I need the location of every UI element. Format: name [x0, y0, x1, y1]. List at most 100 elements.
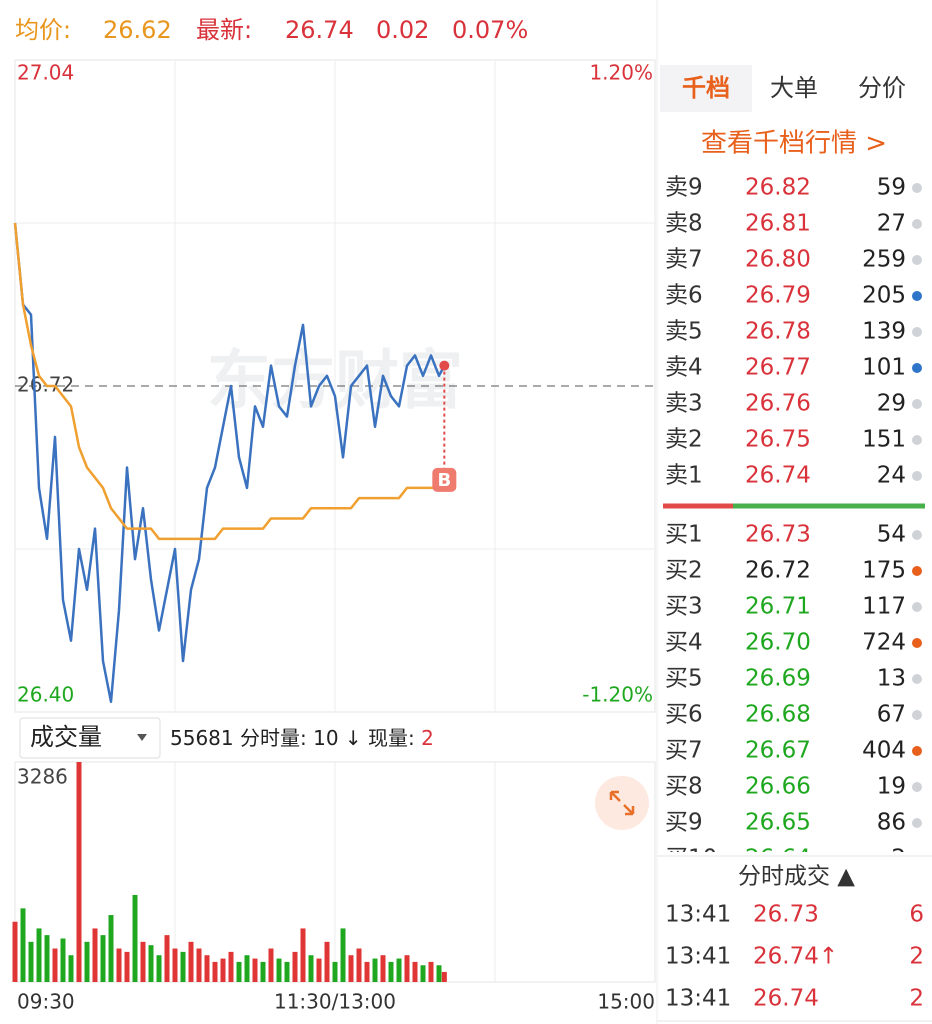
- volume-bar: [60, 938, 66, 982]
- book-label: 卖1: [665, 463, 703, 489]
- active-tab-bg: [660, 65, 752, 112]
- book-price: 26.66: [745, 774, 811, 800]
- avg-line: [13, 222, 445, 541]
- tab[interactable]: 大单: [770, 74, 818, 102]
- book-volume: 54: [877, 522, 906, 548]
- book-volume: 19: [877, 774, 906, 800]
- volume-toolbar: 成交量 55681 分时量: 10 ↓ 现量: 2: [19, 717, 434, 759]
- book-price: 26.75: [745, 427, 811, 453]
- trades-title[interactable]: 分时成交 ▲: [738, 864, 855, 890]
- volume-bar: [172, 948, 178, 982]
- volume-bar: [236, 961, 242, 982]
- book-price: 26.71: [745, 594, 811, 620]
- book-dot: [912, 399, 922, 409]
- book-dot: [912, 363, 922, 373]
- volume-bar: [52, 948, 58, 982]
- trade-time: 13:41: [665, 944, 731, 970]
- book-dot: [912, 327, 922, 337]
- volume-bar: [420, 965, 426, 982]
- volume-bar: [324, 941, 330, 982]
- book-dot: [912, 818, 922, 828]
- y2-tick-label: 1.20%: [589, 61, 653, 85]
- book-price: 26.69: [745, 666, 811, 692]
- book-dot: [912, 435, 922, 445]
- book-volume: 13: [877, 666, 906, 692]
- volume-bar: [140, 941, 146, 982]
- trade-price: 26.74↑: [753, 944, 838, 970]
- book-dot: [912, 674, 922, 684]
- book-price: 26.73: [745, 522, 811, 548]
- selector-label: 成交量: [30, 723, 102, 751]
- expand-button[interactable]: [595, 776, 649, 830]
- book-label: 买8: [665, 774, 703, 800]
- book-label: 买7: [665, 738, 703, 764]
- book-label: 卖3: [665, 391, 703, 417]
- header: 均价: 26.62 最新: 26.74 0.02 0.07%: [15, 16, 528, 44]
- volume-bar: [196, 948, 202, 982]
- volume-bar: [340, 928, 346, 982]
- volume-bar: [68, 955, 74, 982]
- book-volume: 205: [862, 283, 906, 309]
- book-dot: [912, 255, 922, 265]
- book-price: 26.70: [745, 630, 811, 656]
- volume-bar: [316, 958, 322, 982]
- current-label: 现量:: [368, 726, 415, 750]
- volume-bar: [108, 915, 114, 982]
- volume-bar: [188, 941, 194, 982]
- book-price: 26.74: [745, 463, 811, 489]
- book-label: 买5: [665, 666, 703, 692]
- depth-link[interactable]: 查看千档行情 >: [701, 129, 887, 159]
- book-label: 买6: [665, 702, 703, 728]
- volume-bar: [284, 961, 290, 982]
- volume-bar: [212, 961, 218, 982]
- trade-volume: 6: [909, 902, 924, 928]
- tab[interactable]: 千档: [682, 74, 730, 102]
- volume-bar: [164, 935, 170, 982]
- volume-selector[interactable]: [19, 717, 161, 759]
- expand-bg[interactable]: [595, 776, 649, 830]
- minute-arrow: ↓: [345, 726, 362, 750]
- book-volume: 24: [877, 463, 906, 489]
- last-label: 最新:: [196, 16, 252, 44]
- volume-info: 55681 分时量: 10 ↓ 现量: 2: [170, 726, 434, 750]
- volume-bar: [428, 961, 434, 982]
- book-label: 买10: [665, 846, 717, 872]
- trade-volume: 2: [909, 986, 924, 1012]
- y-tick-label: 26.40: [17, 683, 74, 707]
- book-label: 卖9: [665, 175, 703, 201]
- volume-bar: [268, 948, 274, 982]
- volume-bar: [412, 961, 418, 982]
- avg-value: 26.62: [103, 16, 172, 44]
- book-price: 26.81: [745, 211, 811, 237]
- volume-bar: [116, 948, 122, 982]
- volume-bar: [36, 928, 42, 982]
- book-dot: [912, 291, 922, 301]
- volume-bar: [84, 941, 90, 982]
- price-line: [13, 222, 446, 704]
- book-volume: 86: [877, 810, 906, 836]
- volume-bar: [348, 955, 354, 982]
- book-label: 卖2: [665, 427, 703, 453]
- tab[interactable]: 分价: [858, 74, 906, 102]
- x-tick-label: 09:30: [17, 990, 75, 1014]
- volume-bar: [12, 921, 18, 982]
- book-label: 买9: [665, 810, 703, 836]
- volume-bar: [100, 935, 106, 982]
- book-label: 买1: [665, 522, 703, 548]
- book-price: 26.68: [745, 702, 811, 728]
- trade-time: 13:41: [665, 902, 731, 928]
- volume-bar: [276, 958, 282, 982]
- volume-bar: [220, 958, 226, 982]
- volume-bar: [260, 961, 266, 982]
- book-volume: 139: [862, 319, 906, 345]
- volume-bar: [148, 945, 154, 982]
- volume-bar: [252, 958, 258, 982]
- trade-price: 26.73: [753, 902, 819, 928]
- book-price: 26.65: [745, 810, 811, 836]
- y-tick-label: 3286: [17, 765, 68, 789]
- book-price: 26.78: [745, 319, 811, 345]
- minute-value: 10: [313, 726, 338, 750]
- book-volume: 101: [862, 355, 906, 381]
- volume-bar: [292, 951, 298, 982]
